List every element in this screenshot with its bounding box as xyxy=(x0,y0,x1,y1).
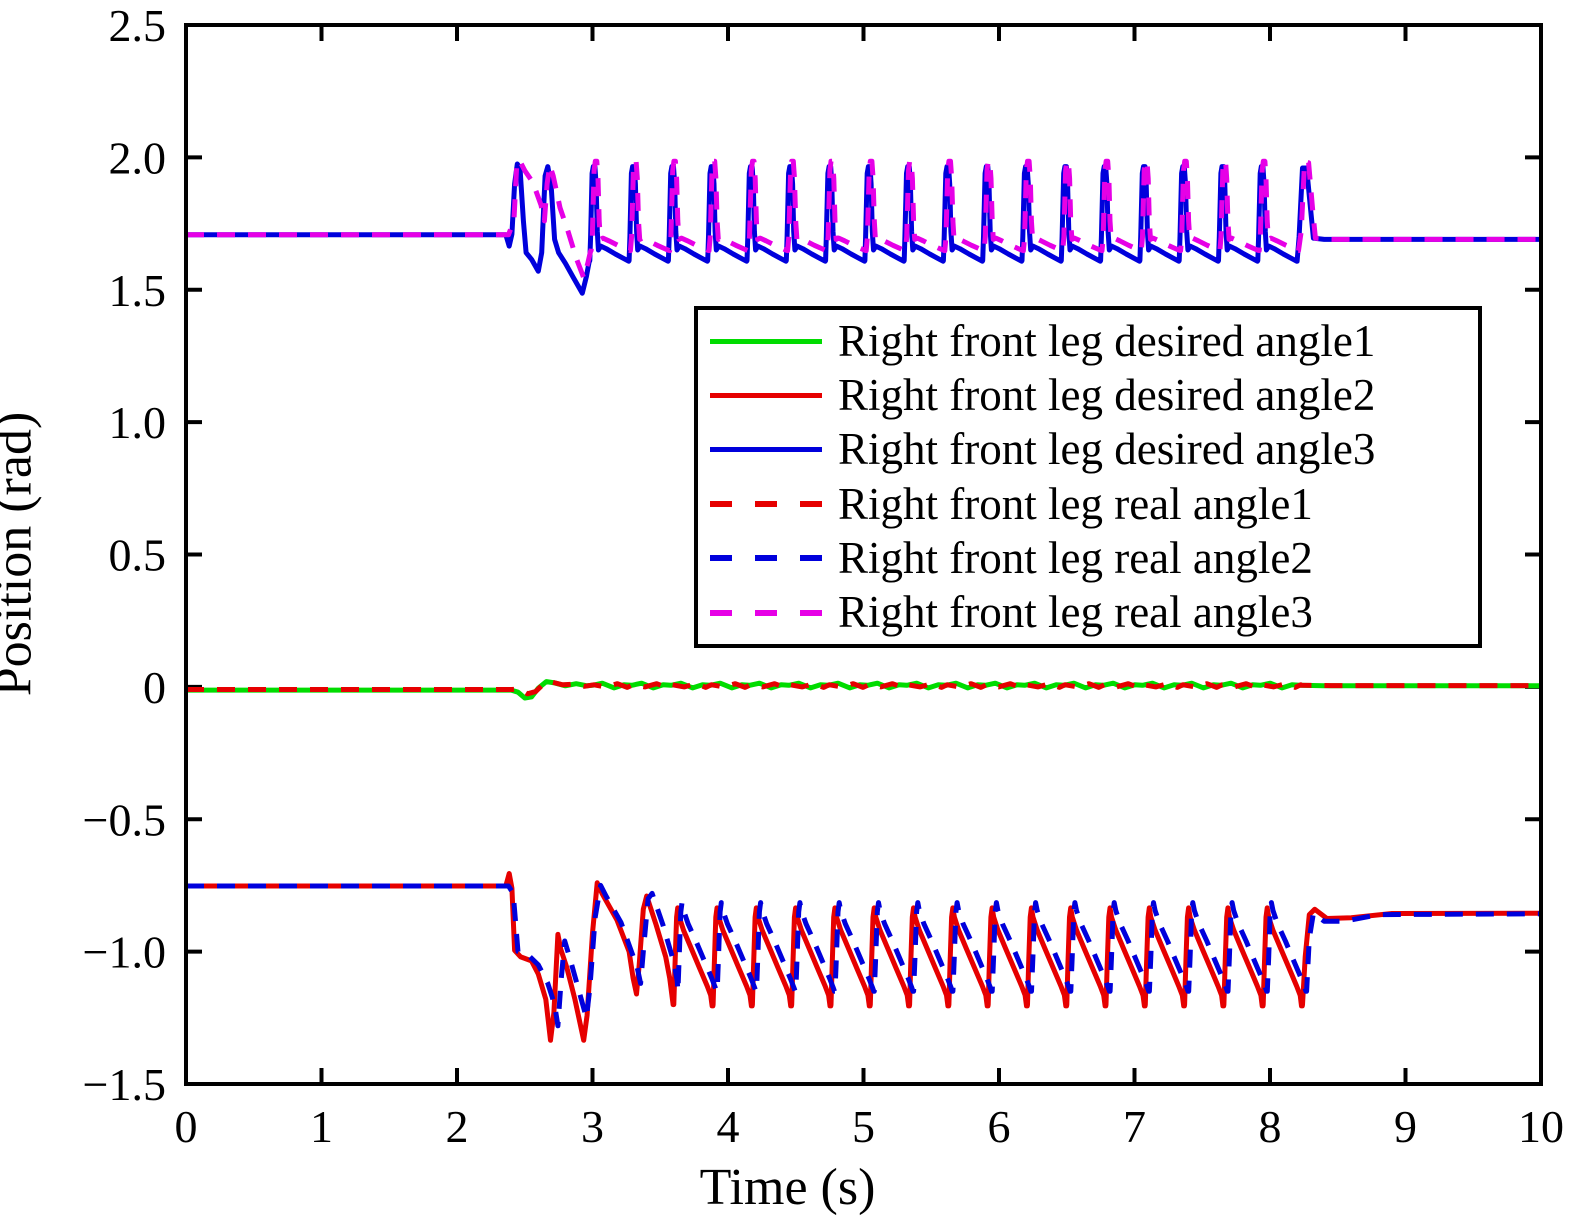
series-line-right-front-leg-real-angle3 xyxy=(186,157,1541,281)
legend-item-label: Right front leg desired angle3 xyxy=(838,424,1376,475)
legend-item: Right front leg real angle3 xyxy=(698,590,1478,635)
legend-line-sample-icon xyxy=(710,555,822,562)
y-tick-label: 1.0 xyxy=(109,397,167,448)
x-tick-label: 5 xyxy=(852,1101,875,1152)
legend-item: Right front leg desired angle1 xyxy=(698,315,1478,366)
legend-line-sample-icon xyxy=(710,338,822,344)
y-tick-label: 2.5 xyxy=(109,0,167,51)
series-line-right-front-leg-desired-angle3 xyxy=(186,161,1541,296)
x-tick-label: 4 xyxy=(717,1101,740,1152)
legend-item: Right front leg real angle2 xyxy=(698,532,1478,583)
x-axis-label: Time (s) xyxy=(699,1159,876,1216)
x-tick-label: 2 xyxy=(446,1101,469,1152)
legend-item: Right front leg real angle1 xyxy=(698,478,1478,529)
plot-frame xyxy=(184,23,1543,1086)
x-tick-label: 8 xyxy=(1259,1101,1282,1152)
legend-line-sample-icon xyxy=(710,501,822,508)
legend-item-label: Right front leg desired angle2 xyxy=(838,369,1376,420)
series-line-right-front-leg-real-angle2 xyxy=(186,882,1542,1029)
legend-box: Right front leg desired angle1 Right fro… xyxy=(694,306,1482,648)
x-tick-label: 6 xyxy=(988,1101,1011,1152)
legend-item-label: Right front leg real angle3 xyxy=(838,587,1313,638)
legend-item-label: Right front leg real angle2 xyxy=(838,532,1313,583)
legend-line-sample-icon xyxy=(710,609,822,616)
legend-item-label: Right front leg real angle1 xyxy=(838,478,1313,529)
y-tick-label: 0 xyxy=(143,662,166,713)
legend-item: Right front leg desired angle2 xyxy=(698,369,1478,420)
legend-line-sample-icon xyxy=(710,447,822,453)
y-tick-label: 1.5 xyxy=(109,265,167,316)
y-tick-label: 0.5 xyxy=(109,530,167,581)
y-tick-label: −0.5 xyxy=(83,794,166,845)
y-tick-label: −1.0 xyxy=(83,927,166,978)
y-tick-label: −1.5 xyxy=(83,1059,166,1110)
x-tick-label: 7 xyxy=(1123,1101,1146,1152)
y-axis-label: Position (rad) xyxy=(0,411,43,697)
x-tick-label: 10 xyxy=(1518,1101,1564,1152)
legend-item-label: Right front leg desired angle1 xyxy=(838,315,1376,366)
legend-item: Right front leg desired angle3 xyxy=(698,427,1478,472)
x-tick-label: 9 xyxy=(1394,1101,1417,1152)
x-tick-label: 3 xyxy=(581,1101,604,1152)
x-tick-label: 0 xyxy=(175,1101,198,1152)
legend-line-sample-icon xyxy=(710,392,822,398)
x-tick-label: 1 xyxy=(310,1101,333,1152)
series-line-right-front-leg-desired-angle2 xyxy=(186,871,1542,1043)
y-tick-label: 2.0 xyxy=(109,132,167,183)
series-line-right-front-leg-real-angle1 xyxy=(186,679,1541,697)
